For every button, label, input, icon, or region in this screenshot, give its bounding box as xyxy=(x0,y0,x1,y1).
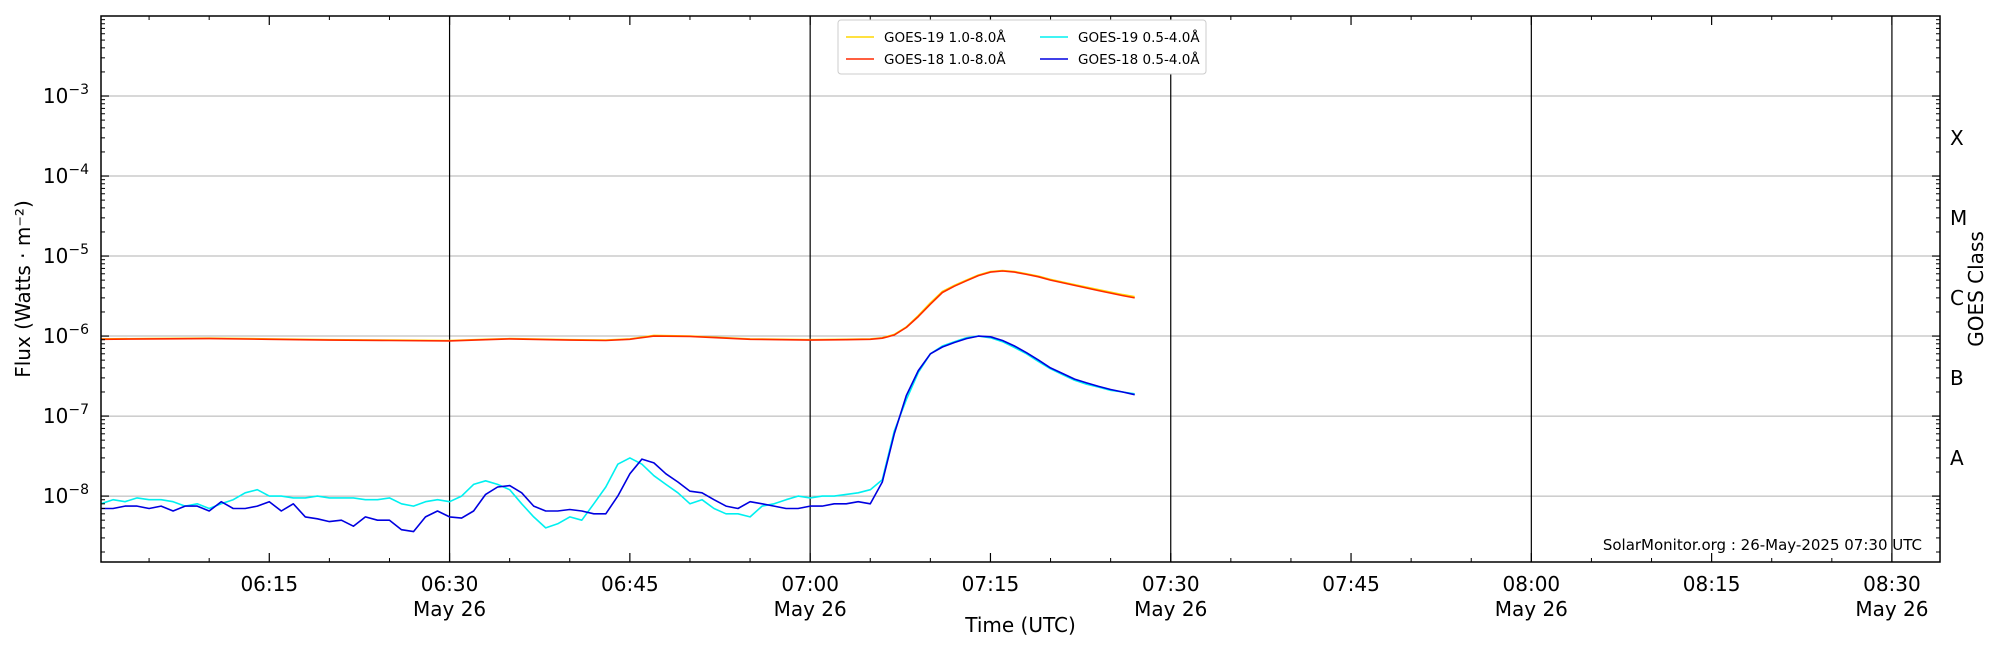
series-line xyxy=(100,335,1135,529)
x-tick-date-label: May 26 xyxy=(1134,597,1207,621)
legend-label: GOES-18 1.0-8.0Å xyxy=(884,51,1006,68)
y-tick-label: 10−5 xyxy=(43,242,89,268)
goes-class-label: A xyxy=(1950,446,1964,470)
x-tick-label: 07:45 xyxy=(1322,572,1380,596)
y2-axis-label: GOES Class xyxy=(1964,231,1988,347)
legend-label: GOES-18 0.5-4.0Å xyxy=(1078,51,1200,68)
x-axis-label: Time (UTC) xyxy=(964,613,1076,637)
vertical-day-lines xyxy=(448,16,1893,562)
watermark-text: SolarMonitor.org : 26-May-2025 07:30 UTC xyxy=(1603,536,1922,554)
x-tick-date-label: May 26 xyxy=(1855,597,1928,621)
legend-label: GOES-19 1.0-8.0Å xyxy=(884,29,1006,46)
x-tick-label: 08:15 xyxy=(1683,572,1741,596)
legend-box xyxy=(837,19,1207,75)
y-axis-ticks: 10−8 10−7 10−6 10−5 10−4 10−3 xyxy=(43,19,1940,553)
x-tick-label: 07:15 xyxy=(962,572,1020,596)
legend-label: GOES-19 0.5-4.0Å xyxy=(1078,29,1200,46)
x-tick-date-label: May 26 xyxy=(413,597,486,621)
x-tick-label: 08:00 xyxy=(1503,572,1561,596)
x-tick-label: 08:30 xyxy=(1863,572,1921,596)
series-line xyxy=(100,270,1135,342)
series-line xyxy=(100,269,1135,342)
legend: GOES-19 1.0-8.0Å GOES-19 0.5-4.0Å GOES-18 … xyxy=(837,19,1207,75)
goes-class-label: B xyxy=(1950,366,1964,390)
y-tick-label: 10−7 xyxy=(43,402,89,428)
grid-lines xyxy=(101,95,1940,497)
x-tick-label: 06:15 xyxy=(240,572,298,596)
y-tick-label: 10−8 xyxy=(43,482,89,508)
goes-class-label: X xyxy=(1950,126,1964,150)
plot-frame xyxy=(100,15,1941,563)
series-line xyxy=(101,335,1135,533)
goes-class-labels: A B C M X xyxy=(1950,126,1967,470)
goes-class-label: M xyxy=(1950,206,1967,230)
x-tick-label: 07:30 xyxy=(1142,572,1200,596)
x-tick-label: 06:45 xyxy=(601,572,659,596)
y-tick-label: 10−3 xyxy=(43,82,89,108)
y-axis-label: Flux (Watts · m⁻²) xyxy=(11,200,35,378)
x-tick-label: 07:00 xyxy=(781,572,839,596)
x-tick-label: 06:30 xyxy=(421,572,479,596)
x-tick-date-label: May 26 xyxy=(774,597,847,621)
y-tick-label: 10−4 xyxy=(43,162,89,188)
y-tick-label: 10−6 xyxy=(43,322,89,348)
series-lines xyxy=(100,269,1135,533)
x-tick-date-label: May 26 xyxy=(1495,597,1568,621)
goes-class-label: C xyxy=(1950,286,1964,310)
